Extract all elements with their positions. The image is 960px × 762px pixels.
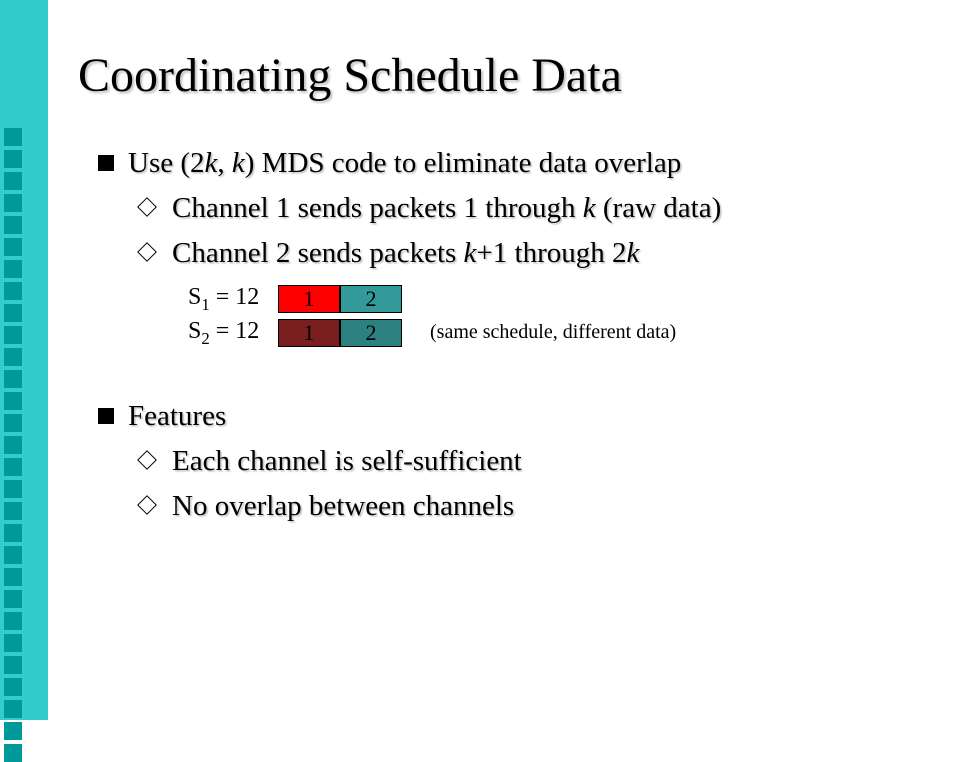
sidebar-square — [4, 348, 22, 366]
diamond-bullet-icon — [137, 450, 157, 470]
sidebar-squares — [4, 128, 22, 762]
bullet-1b-text: Channel 2 sends packets k+1 through 2k — [172, 231, 639, 276]
bullet-2a-text: Each channel is self-sufficient — [172, 439, 522, 484]
diagram-note: (same schedule, different data) — [430, 317, 676, 348]
sidebar-square — [4, 260, 22, 278]
sidebar-square — [4, 216, 22, 234]
cell-s2-1: 1 — [278, 319, 340, 347]
bullet-2-text: Features — [128, 394, 226, 439]
schedule-diagram: S1 = 12 1 2 S2 = 12 1 2 (same schedule, … — [188, 282, 960, 350]
cell-s1-2: 2 — [340, 285, 402, 313]
bullet-2a: Each channel is self-sufficient — [138, 439, 960, 484]
diamond-bullet-icon — [137, 495, 157, 515]
bullet-2b-text: No overlap between channels — [172, 484, 514, 529]
diagram-row-2: S2 = 12 1 2 (same schedule, different da… — [188, 316, 960, 350]
s1-label: S1 = 12 — [188, 279, 278, 318]
sidebar-square — [4, 238, 22, 256]
sidebar-square — [4, 282, 22, 300]
diamond-bullet-icon — [137, 197, 157, 217]
sidebar-square — [4, 546, 22, 564]
bullet-1-text: Use (2k, k) MDS code to eliminate data o… — [128, 141, 681, 186]
sidebar-square — [4, 612, 22, 630]
sidebar-square — [4, 458, 22, 476]
sidebar-square — [4, 194, 22, 212]
bullet-1a: Channel 1 sends packets 1 through k (raw… — [138, 186, 960, 231]
sidebar-square — [4, 656, 22, 674]
sidebar-square — [4, 634, 22, 652]
cell-s1-1: 1 — [278, 285, 340, 313]
bullet-1a-text: Channel 1 sends packets 1 through k (raw… — [172, 186, 721, 231]
sidebar-square — [4, 150, 22, 168]
diagram-row-1: S1 = 12 1 2 — [188, 282, 960, 316]
slide-content: Coordinating Schedule Data Use (2k, k) M… — [48, 0, 960, 720]
square-bullet-icon — [98, 408, 114, 424]
sidebar-square — [4, 392, 22, 410]
cell-s2-2: 2 — [340, 319, 402, 347]
sidebar — [0, 0, 48, 720]
sidebar-square — [4, 326, 22, 344]
sidebar-square — [4, 304, 22, 322]
sidebar-square — [4, 436, 22, 454]
sidebar-square — [4, 568, 22, 586]
sidebar-square — [4, 172, 22, 190]
sidebar-square — [4, 744, 22, 762]
sidebar-square — [4, 370, 22, 388]
sidebar-square — [4, 722, 22, 740]
sidebar-square — [4, 590, 22, 608]
bullet-2: Features — [98, 394, 960, 439]
sidebar-square — [4, 128, 22, 146]
sidebar-square — [4, 678, 22, 696]
sidebar-square — [4, 502, 22, 520]
slide-title: Coordinating Schedule Data — [78, 48, 960, 103]
sidebar-square — [4, 524, 22, 542]
sidebar-square — [4, 414, 22, 432]
sidebar-square — [4, 700, 22, 718]
s2-label: S2 = 12 — [188, 313, 278, 352]
bullet-1b: Channel 2 sends packets k+1 through 2k — [138, 231, 960, 276]
bullet-1: Use (2k, k) MDS code to eliminate data o… — [98, 141, 960, 186]
bullet-2b: No overlap between channels — [138, 484, 960, 529]
sidebar-square — [4, 480, 22, 498]
slide-body: Use (2k, k) MDS code to eliminate data o… — [98, 141, 960, 529]
square-bullet-icon — [98, 155, 114, 171]
diamond-bullet-icon — [137, 242, 157, 262]
